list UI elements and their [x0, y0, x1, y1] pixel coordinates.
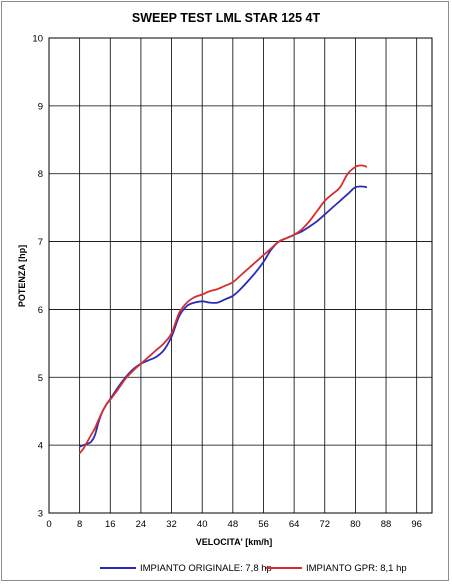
y-tick-label: 10: [32, 34, 43, 45]
legend: IMPIANTO ORIGINALE: 7,8 hp IMPIANTO GPR:…: [100, 563, 407, 574]
x-tick-label: 40: [197, 519, 208, 530]
y-tick-label: 5: [38, 373, 43, 384]
x-tick-label: 24: [136, 519, 147, 530]
x-tick-label: 48: [228, 519, 239, 530]
legend-label-impianto-originale: IMPIANTO ORIGINALE: 7,8 hp: [140, 563, 272, 574]
x-tick-label: 8: [77, 519, 82, 530]
chart-title: SWEEP TEST LML STAR 125 4T: [132, 11, 321, 25]
x-tick-label: 32: [166, 519, 177, 530]
x-tick-label: 88: [381, 519, 392, 530]
y-axis-label: POTENZA [hp]: [17, 245, 27, 307]
y-tick-label: 4: [38, 441, 43, 452]
x-tick-labels: 0 8 16 24 32 40 48 56 64 72 80 88 96: [46, 519, 422, 530]
legend-label-impianto-gpr: IMPIANTO GPR: 8,1 hp: [306, 563, 407, 574]
x-tick-label: 96: [411, 519, 422, 530]
x-tick-label: 56: [258, 519, 269, 530]
x-tick-label: 16: [105, 519, 116, 530]
y-tick-label: 7: [38, 237, 43, 248]
x-axis-label: VELOCITA' [km/h]: [196, 537, 272, 547]
series-lines: [78, 164, 368, 454]
grid-lines: [49, 38, 432, 513]
x-tick-label: 72: [319, 519, 330, 530]
y-tick-label: 8: [38, 169, 43, 180]
x-tick-label: 0: [46, 519, 51, 530]
x-tick-label: 64: [289, 519, 300, 530]
y-tick-label: 6: [38, 305, 43, 316]
y-tick-label: 3: [38, 509, 43, 520]
y-tick-label: 9: [38, 101, 43, 112]
series-line-impianto-gpr: [78, 164, 368, 454]
y-tick-labels: 3 4 5 6 7 8 9 10: [32, 34, 43, 520]
x-tick-label: 80: [350, 519, 361, 530]
